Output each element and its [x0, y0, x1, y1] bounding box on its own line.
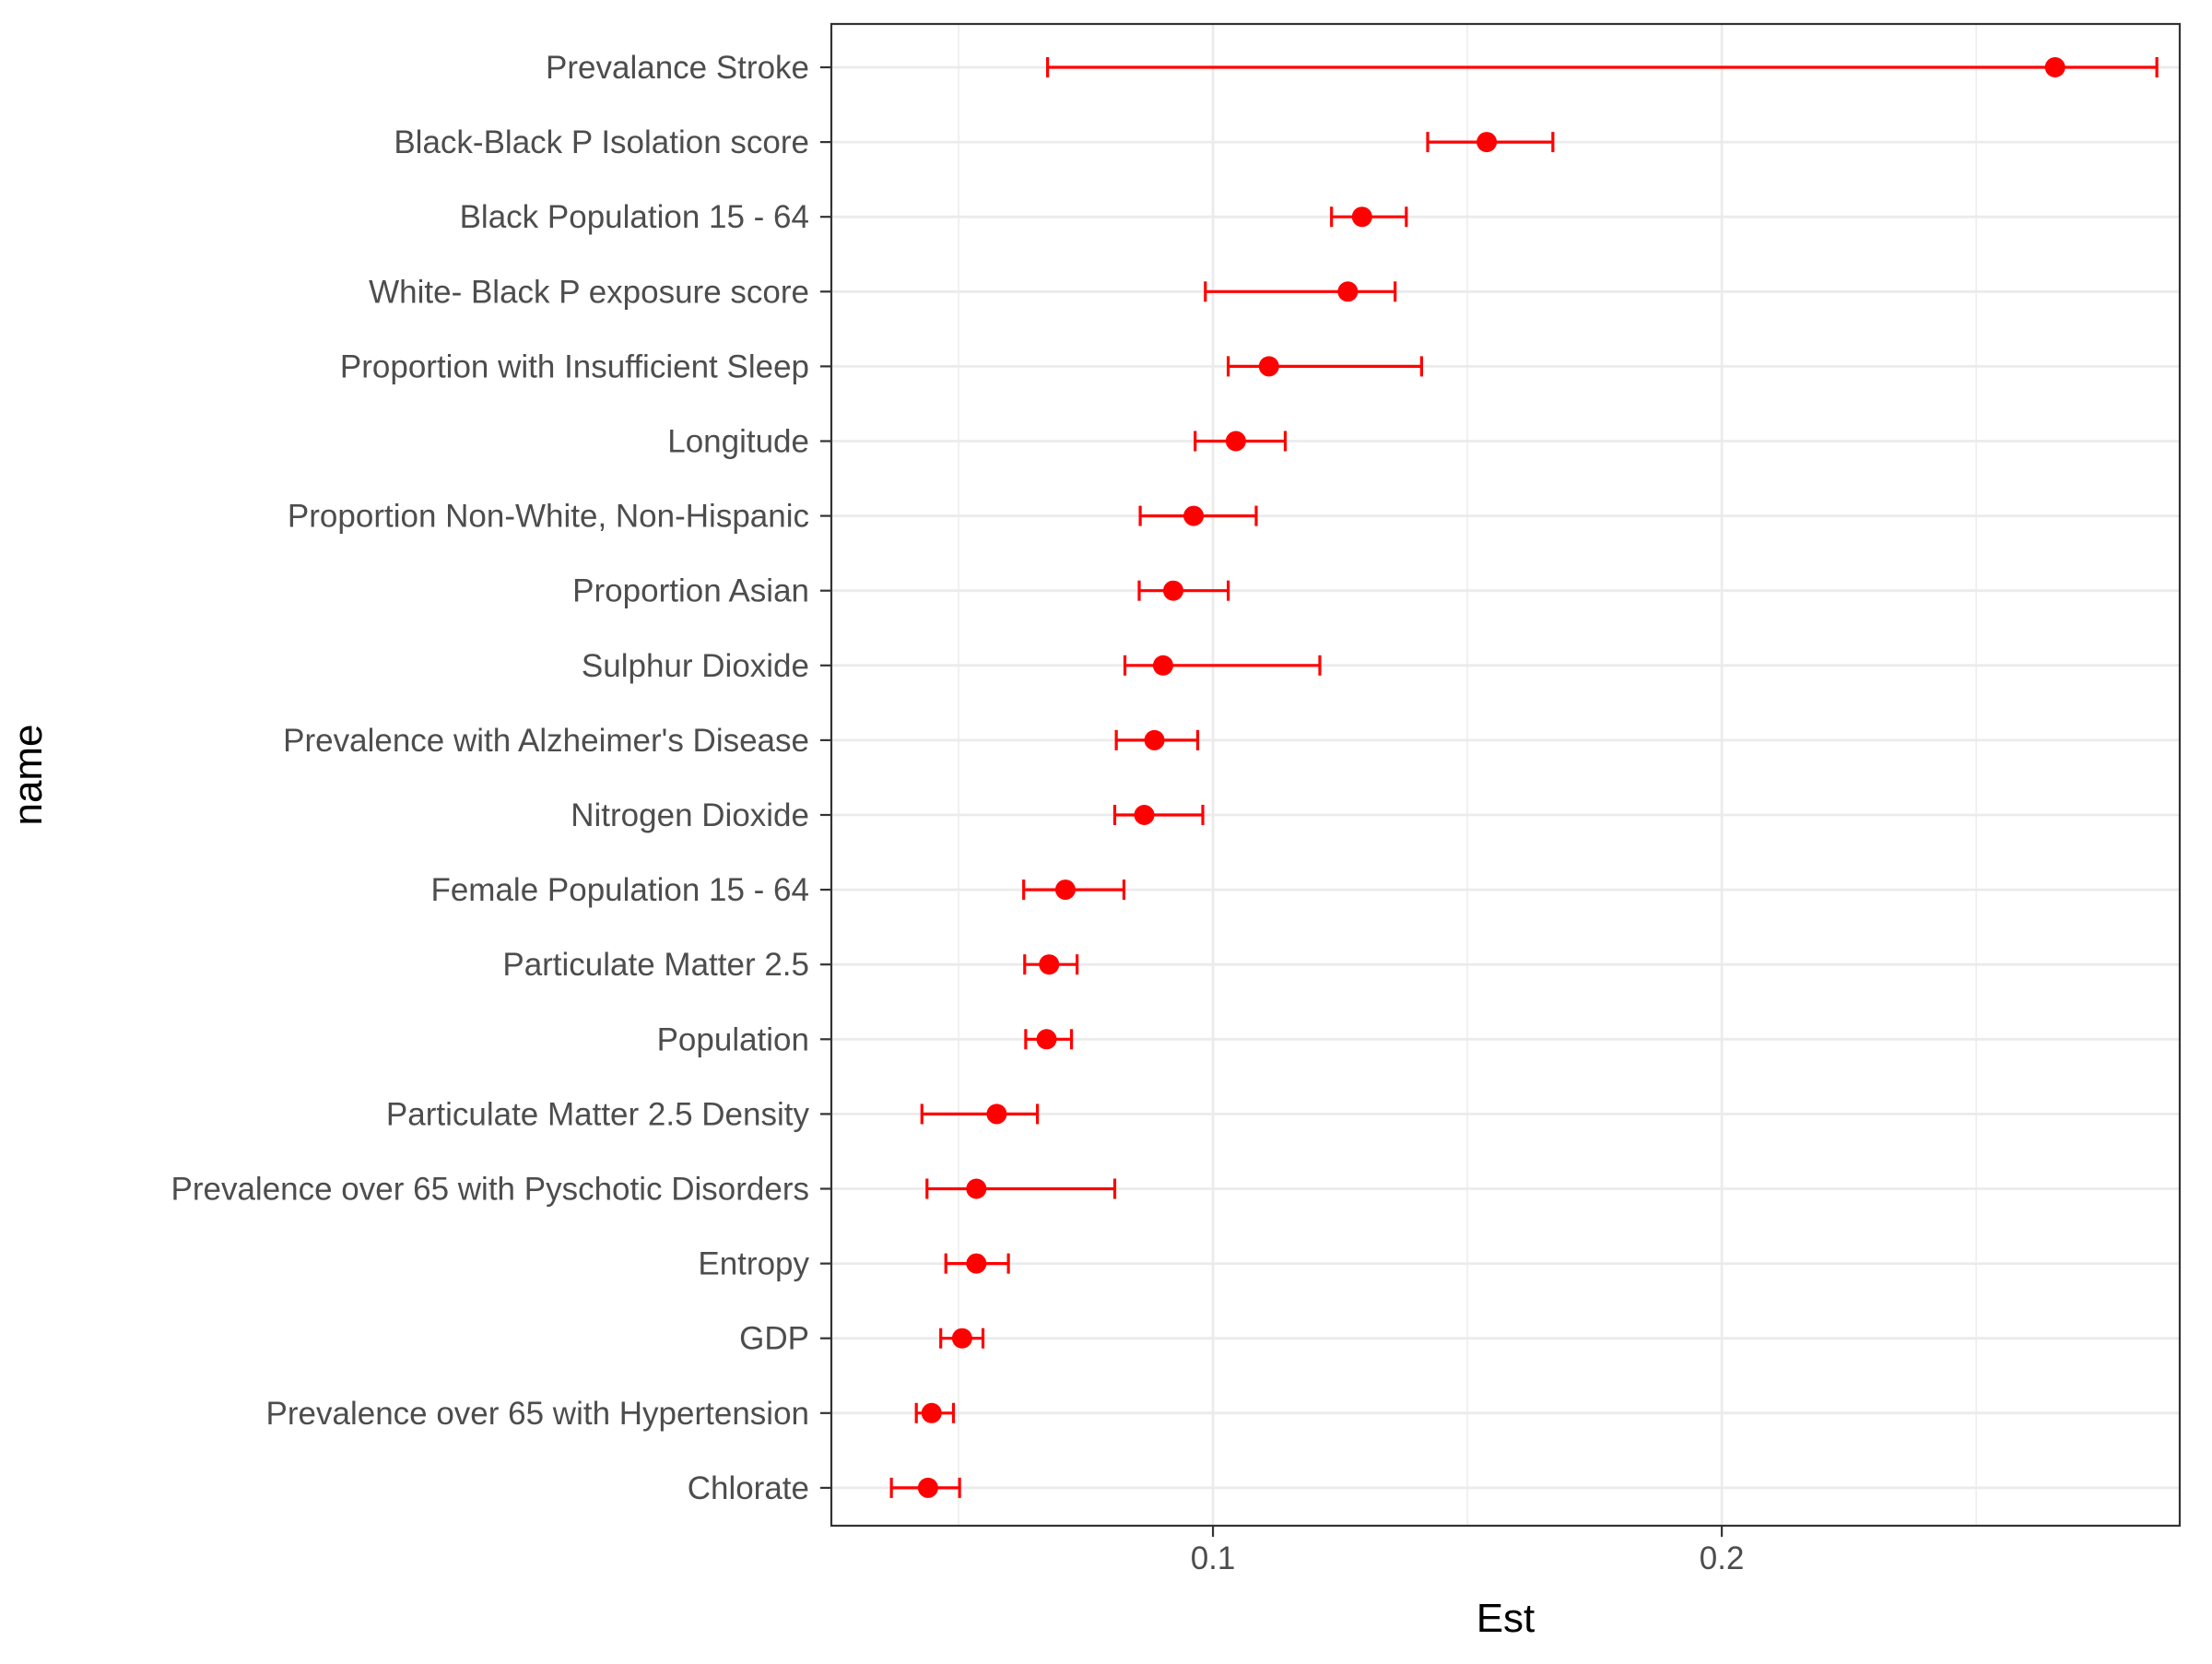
- y-tick-label: Chlorate: [688, 1470, 809, 1506]
- estimate-point: [1152, 655, 1173, 676]
- y-tick-label: Female Population 15 - 64: [430, 872, 809, 908]
- y-tick-label: Longitude: [667, 424, 809, 460]
- estimate-point: [1054, 879, 1076, 901]
- y-tick-label: Prevalence with Alzheimer's Disease: [283, 723, 809, 759]
- estimate-point: [966, 1178, 987, 1199]
- y-tick-label: White- Black P exposure score: [369, 274, 809, 310]
- estimate-point: [1351, 207, 1372, 228]
- estimate-point: [951, 1328, 972, 1349]
- x-tick-label: 0.1: [1191, 1540, 1236, 1576]
- estimate-point: [917, 1477, 938, 1498]
- gridlines: [831, 24, 2180, 1526]
- estimate-point: [1162, 580, 1183, 601]
- estimate-point: [1183, 505, 1205, 526]
- estimate-point: [1134, 805, 1155, 825]
- y-tick-label: Sulphur Dioxide: [582, 648, 809, 684]
- estimate-point: [1036, 1029, 1057, 1050]
- y-tick-label: Black Population 15 - 64: [460, 199, 809, 235]
- y-tick-label: Black-Black P Isolation score: [394, 124, 809, 160]
- panel-border: [830, 22, 2182, 1528]
- y-tick-label: Prevalence over 65 with Pyschotic Disord…: [171, 1172, 809, 1208]
- x-tick-label: 0.2: [1700, 1540, 1745, 1576]
- estimate-point: [1225, 431, 1246, 452]
- y-tick-label: Prevalence over 65 with Hypertension: [266, 1396, 809, 1432]
- y-tick-label: Entropy: [698, 1246, 809, 1282]
- estimate-point: [1337, 281, 1359, 302]
- x-axis-title: Est: [1477, 1596, 1535, 1641]
- y-axis-title: name: [6, 724, 51, 825]
- estimate-point: [1477, 132, 1498, 153]
- y-tick-label: Proportion Asian: [572, 573, 809, 609]
- data-marks: [889, 57, 2159, 1498]
- estimate-point: [2044, 57, 2065, 77]
- y-tick-label: GDP: [739, 1321, 809, 1357]
- y-tick-label: Particulate Matter 2.5: [502, 947, 809, 983]
- estimate-point: [986, 1103, 1007, 1125]
- estimate-point: [966, 1253, 987, 1274]
- axes: Prevalance Stroke Black-Black P Isolation…: [171, 50, 1744, 1576]
- estimate-point: [1039, 954, 1060, 975]
- y-tick-label: Proportion Non-White, Non-Hispanic: [288, 499, 809, 535]
- y-tick-label: Nitrogen Dioxide: [571, 797, 809, 833]
- y-tick-label: Population: [657, 1021, 809, 1057]
- y-tick-label: Proportion with Insufficient Sleep: [340, 348, 809, 384]
- y-tick-label: Particulate Matter 2.5 Density: [386, 1096, 810, 1132]
- estimate-point: [921, 1402, 942, 1423]
- estimate-point: [1258, 356, 1279, 377]
- y-tick-label: Prevalance Stroke: [546, 50, 809, 86]
- estimate-point: [1144, 729, 1165, 750]
